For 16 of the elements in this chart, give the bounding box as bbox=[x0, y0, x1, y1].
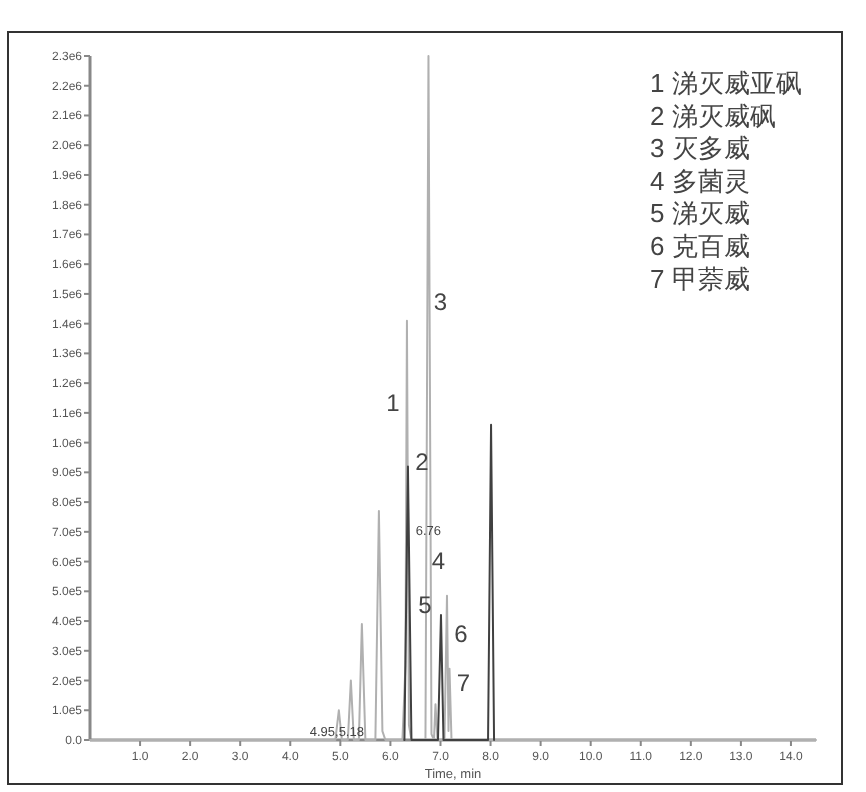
line-series bbox=[403, 423, 496, 741]
annotation: 4 多菌灵 bbox=[650, 165, 750, 196]
annotation: 5 涕灭威 bbox=[650, 198, 750, 229]
annotation: 3 灭多威 bbox=[650, 133, 750, 164]
annotation: 7 甲萘威 bbox=[650, 263, 750, 294]
annotation: 6 克百威 bbox=[650, 231, 750, 261]
annotation: 1 涕灭威亚砜 bbox=[650, 68, 802, 98]
annotation: 7 bbox=[456, 668, 471, 697]
annotation: 3 bbox=[433, 287, 448, 316]
annotation: 1 bbox=[386, 388, 401, 417]
annotation: 2 涕灭威砜 bbox=[650, 100, 776, 131]
annotation: 2 bbox=[415, 448, 430, 477]
annotation: 6 bbox=[454, 619, 469, 648]
line-series bbox=[89, 55, 817, 741]
annotation: 4 bbox=[431, 546, 446, 575]
annotation: 5 bbox=[418, 591, 433, 620]
